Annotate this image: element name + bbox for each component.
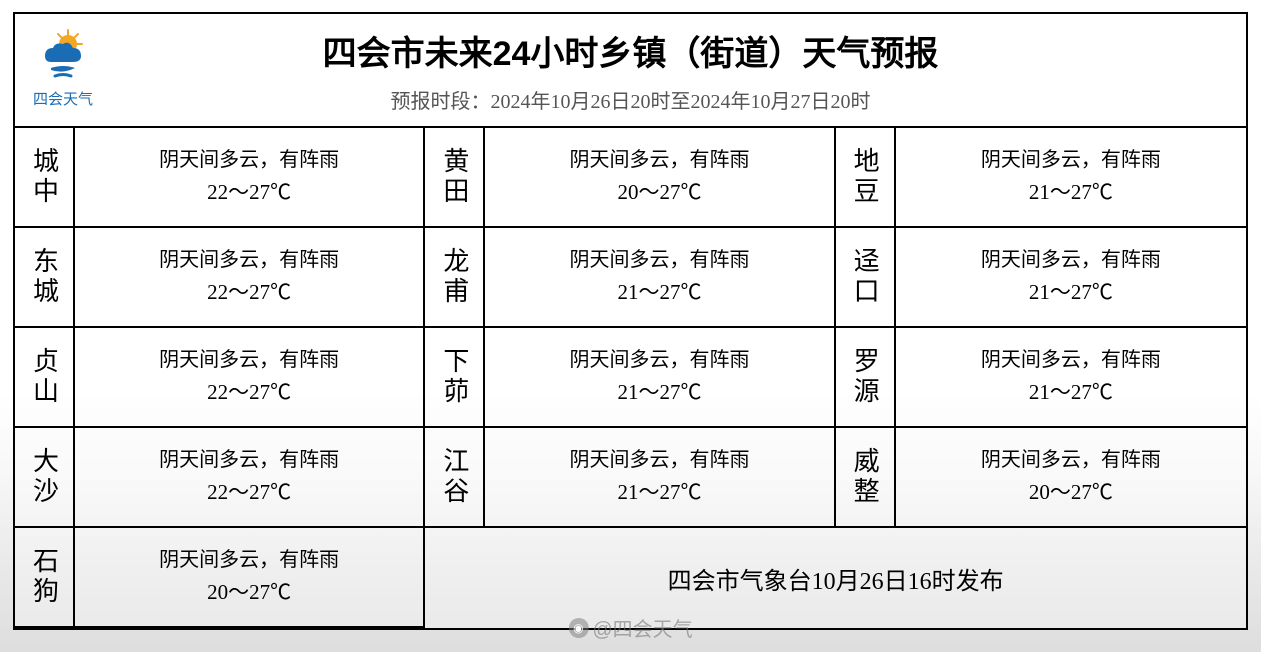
weather-desc: 阴天间多云，有阵雨 bbox=[569, 144, 749, 176]
forecast-cell: 阴天间多云，有阵雨 21～27℃ bbox=[485, 428, 835, 528]
weather-desc: 阴天间多云，有阵雨 bbox=[981, 144, 1161, 176]
watermark: ◉ @四会天气 bbox=[568, 613, 692, 642]
forecast-cell: 阴天间多云，有阵雨 20～27℃ bbox=[75, 528, 425, 628]
weibo-icon: ◉ bbox=[568, 618, 588, 638]
location-name: 大沙 bbox=[15, 428, 75, 528]
location-name: 石狗 bbox=[15, 528, 75, 628]
location-name: 城中 bbox=[15, 128, 75, 228]
temp-range: 22～27℃ bbox=[207, 276, 291, 310]
forecast-cell: 阴天间多云，有阵雨 21～27℃ bbox=[485, 328, 835, 428]
temp-range: 22～27℃ bbox=[207, 176, 291, 210]
weather-desc: 阴天间多云，有阵雨 bbox=[981, 444, 1161, 476]
page-title: 四会市未来24小时乡镇（街道）天气预报 bbox=[15, 26, 1246, 75]
weather-desc: 阴天间多云，有阵雨 bbox=[159, 544, 339, 576]
weather-desc: 阴天间多云，有阵雨 bbox=[569, 244, 749, 276]
temp-range: 20～27℃ bbox=[1029, 476, 1113, 510]
forecast-container: 四会天气 四会市未来24小时乡镇（街道）天气预报 预报时段：2024年10月26… bbox=[13, 12, 1248, 630]
temp-range: 21～27℃ bbox=[617, 276, 701, 310]
forecast-cell: 阴天间多云，有阵雨 21～27℃ bbox=[485, 228, 835, 328]
forecast-cell: 阴天间多云，有阵雨 22～27℃ bbox=[75, 228, 425, 328]
temp-range: 22～27℃ bbox=[207, 376, 291, 410]
weather-desc: 阴天间多云，有阵雨 bbox=[159, 144, 339, 176]
location-name: 迳口 bbox=[836, 228, 896, 328]
temp-range: 21～27℃ bbox=[1029, 376, 1113, 410]
temp-range: 21～27℃ bbox=[1029, 276, 1113, 310]
weather-desc: 阴天间多云，有阵雨 bbox=[981, 344, 1161, 376]
temp-range: 21～27℃ bbox=[617, 376, 701, 410]
weather-desc: 阴天间多云，有阵雨 bbox=[569, 444, 749, 476]
forecast-cell: 阴天间多云，有阵雨 22～27℃ bbox=[75, 428, 425, 528]
location-name: 地豆 bbox=[836, 128, 896, 228]
logo: 四会天气 bbox=[23, 22, 103, 112]
weather-logo-icon bbox=[33, 26, 93, 86]
header: 四会天气 四会市未来24小时乡镇（街道）天气预报 预报时段：2024年10月26… bbox=[15, 14, 1246, 128]
location-name: 江谷 bbox=[425, 428, 485, 528]
temp-range: 21～27℃ bbox=[1029, 176, 1113, 210]
temp-range: 20～27℃ bbox=[617, 176, 701, 210]
temp-range: 21～27℃ bbox=[617, 476, 701, 510]
location-name: 贞山 bbox=[15, 328, 75, 428]
temp-range: 22～27℃ bbox=[207, 476, 291, 510]
logo-text: 四会天气 bbox=[33, 88, 93, 109]
location-name: 罗源 bbox=[836, 328, 896, 428]
publish-info: 四会市气象台10月26日16时发布 bbox=[425, 528, 1246, 628]
weather-desc: 阴天间多云，有阵雨 bbox=[159, 444, 339, 476]
weather-desc: 阴天间多云，有阵雨 bbox=[569, 344, 749, 376]
forecast-cell: 阴天间多云，有阵雨 21～27℃ bbox=[896, 228, 1246, 328]
location-name: 黄田 bbox=[425, 128, 485, 228]
location-name: 龙甫 bbox=[425, 228, 485, 328]
forecast-grid: 城中 阴天间多云，有阵雨 22～27℃ 黄田 阴天间多云，有阵雨 20～27℃ … bbox=[15, 128, 1246, 628]
temp-range: 20～27℃ bbox=[207, 576, 291, 610]
weather-desc: 阴天间多云，有阵雨 bbox=[981, 244, 1161, 276]
forecast-period: 预报时段：2024年10月26日20时至2024年10月27日20时 bbox=[15, 85, 1246, 114]
location-name: 威整 bbox=[836, 428, 896, 528]
weather-desc: 阴天间多云，有阵雨 bbox=[159, 344, 339, 376]
forecast-cell: 阴天间多云，有阵雨 20～27℃ bbox=[485, 128, 835, 228]
forecast-cell: 阴天间多云，有阵雨 22～27℃ bbox=[75, 128, 425, 228]
watermark-text: @四会天气 bbox=[592, 613, 692, 642]
weather-desc: 阴天间多云，有阵雨 bbox=[159, 244, 339, 276]
location-name: 下茆 bbox=[425, 328, 485, 428]
forecast-cell: 阴天间多云，有阵雨 20～27℃ bbox=[896, 428, 1246, 528]
forecast-cell: 阴天间多云，有阵雨 21～27℃ bbox=[896, 128, 1246, 228]
forecast-cell: 阴天间多云，有阵雨 22～27℃ bbox=[75, 328, 425, 428]
location-name: 东城 bbox=[15, 228, 75, 328]
forecast-cell: 阴天间多云，有阵雨 21～27℃ bbox=[896, 328, 1246, 428]
